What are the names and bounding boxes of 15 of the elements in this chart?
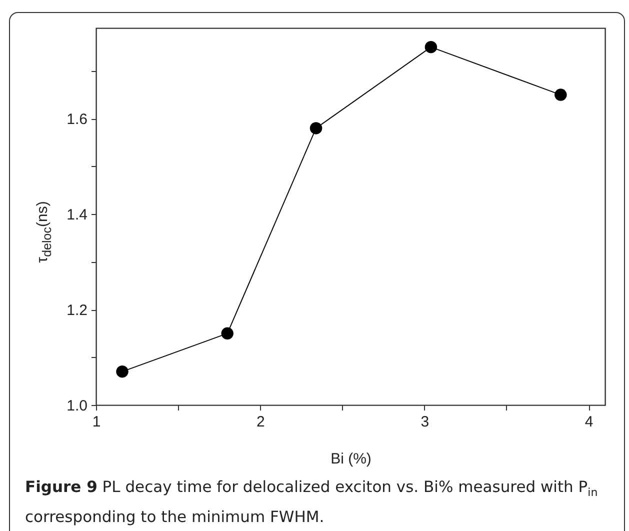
x-tick-label: 3 <box>420 414 430 430</box>
x-tick-label: 1 <box>92 414 101 430</box>
x-tick-label: 2 <box>256 414 265 430</box>
point <box>554 88 567 101</box>
caption: Figure 9 <box>25 478 98 496</box>
y-tick-label: 1.6 <box>66 111 88 128</box>
y-tick-label: 1.2 <box>66 302 88 320</box>
y-tick-label: 1.0 <box>66 398 88 414</box>
point <box>424 40 438 54</box>
point <box>221 327 234 340</box>
point <box>116 365 128 378</box>
x-axis-title: Bi (%) <box>330 450 372 468</box>
y-tick-label: 1.4 <box>66 206 88 224</box>
x-tick-label: 4 <box>584 414 594 430</box>
point <box>310 122 322 134</box>
